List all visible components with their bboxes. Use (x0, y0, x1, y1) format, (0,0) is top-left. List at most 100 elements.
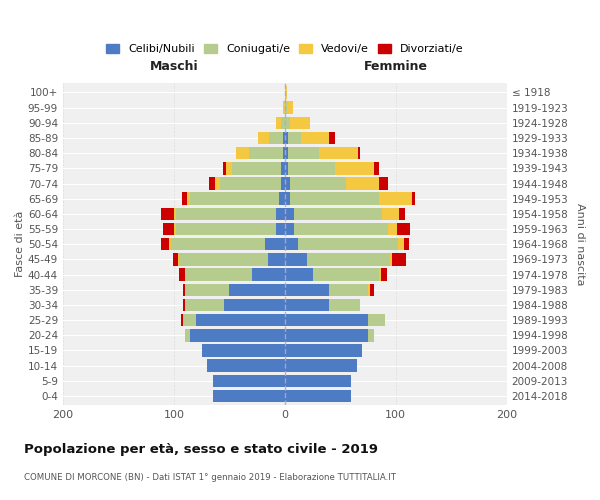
Bar (185, 268, 251, 281)
Y-axis label: Anni di nascita: Anni di nascita (575, 203, 585, 285)
Bar (163, 223, 174, 235)
Bar (285, 132, 288, 144)
Bar (229, 284, 285, 296)
Bar (368, 314, 385, 326)
Bar (281, 162, 285, 174)
Bar (285, 147, 288, 160)
Bar (397, 223, 410, 235)
Bar (358, 147, 360, 160)
Bar (179, 268, 185, 281)
Bar (285, 162, 288, 174)
Bar (185, 284, 229, 296)
Bar (412, 192, 415, 205)
Bar (276, 223, 285, 235)
Bar (301, 132, 329, 144)
Bar (285, 178, 290, 190)
Bar (285, 238, 298, 250)
Bar (174, 223, 176, 235)
Bar (285, 344, 362, 356)
Bar (368, 329, 374, 342)
Bar (288, 162, 335, 174)
Bar (269, 132, 283, 144)
Bar (346, 178, 379, 190)
Bar (281, 116, 285, 129)
Bar (185, 329, 190, 342)
Bar (176, 208, 276, 220)
Bar (170, 238, 265, 250)
Bar (293, 208, 382, 220)
Bar (176, 223, 276, 235)
Bar (379, 268, 382, 281)
Bar (290, 178, 346, 190)
Bar (258, 132, 269, 144)
Bar (392, 253, 406, 266)
Bar (382, 208, 399, 220)
Bar (249, 147, 283, 160)
Bar (283, 132, 285, 144)
Bar (390, 253, 392, 266)
Bar (329, 284, 368, 296)
Bar (190, 192, 279, 205)
Bar (178, 253, 179, 266)
Bar (307, 253, 390, 266)
Bar (399, 208, 404, 220)
Bar (202, 344, 285, 356)
Bar (224, 298, 285, 311)
Text: Maschi: Maschi (149, 60, 198, 72)
Bar (287, 102, 293, 114)
Bar (212, 390, 285, 402)
Bar (161, 238, 169, 250)
Bar (190, 329, 285, 342)
Bar (251, 268, 285, 281)
Bar (232, 162, 281, 174)
Bar (285, 390, 352, 402)
Bar (374, 162, 379, 174)
Bar (215, 178, 220, 190)
Bar (209, 178, 215, 190)
Bar (370, 284, 374, 296)
Bar (281, 178, 285, 190)
Bar (212, 374, 285, 387)
Bar (285, 329, 368, 342)
Bar (169, 238, 170, 250)
Bar (285, 86, 287, 99)
Bar (290, 192, 379, 205)
Bar (368, 284, 370, 296)
Bar (329, 132, 335, 144)
Bar (285, 253, 307, 266)
Bar (388, 223, 397, 235)
Text: Femmine: Femmine (364, 60, 428, 72)
Bar (223, 162, 226, 174)
Bar (179, 253, 268, 266)
Bar (226, 162, 232, 174)
Bar (187, 192, 190, 205)
Bar (379, 178, 388, 190)
Bar (174, 208, 176, 220)
Bar (183, 314, 196, 326)
Bar (268, 253, 285, 266)
Bar (283, 147, 285, 160)
Bar (285, 116, 290, 129)
Bar (285, 314, 368, 326)
Bar (319, 147, 358, 160)
Bar (276, 116, 281, 129)
Bar (404, 238, 409, 250)
Bar (196, 314, 285, 326)
Bar (283, 102, 285, 114)
Bar (161, 208, 174, 220)
Bar (181, 314, 183, 326)
Bar (335, 162, 374, 174)
Bar (265, 238, 285, 250)
Bar (382, 268, 387, 281)
Bar (398, 238, 404, 250)
Bar (276, 208, 285, 220)
Bar (285, 102, 287, 114)
Bar (279, 192, 285, 205)
Bar (185, 298, 224, 311)
Bar (220, 178, 281, 190)
Bar (329, 298, 360, 311)
Bar (288, 132, 301, 144)
Bar (285, 223, 293, 235)
Bar (290, 116, 310, 129)
Bar (285, 374, 352, 387)
